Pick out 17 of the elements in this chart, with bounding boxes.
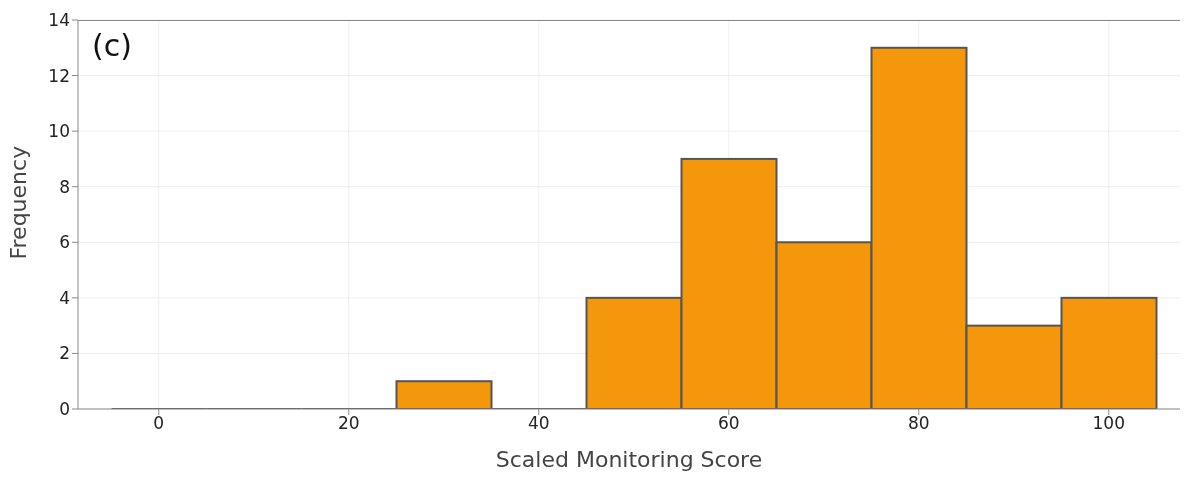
x-tick-label: 0: [153, 413, 165, 434]
x-tick-label: 40: [527, 413, 550, 434]
y-tick-label: 10: [48, 121, 70, 142]
y-tick-label: 12: [48, 65, 70, 86]
y-tick-label: 4: [59, 287, 70, 308]
x-tick-label: 100: [1092, 413, 1125, 434]
x-tick-label: 20: [337, 413, 360, 434]
x-tick-label: 60: [717, 413, 740, 434]
y-tick-label: 8: [59, 176, 70, 197]
y-tick-label: 0: [59, 399, 70, 420]
y-axis-title: Frequency: [5, 145, 31, 260]
y-tick-label: 2: [59, 343, 70, 364]
x-tick-label: 80: [907, 413, 930, 434]
x-axis-title: Scaled Monitoring Score: [495, 447, 763, 472]
y-tick-label: 6: [59, 232, 70, 253]
y-tick-label: 14: [48, 10, 70, 31]
annotation: (c): [92, 28, 132, 63]
